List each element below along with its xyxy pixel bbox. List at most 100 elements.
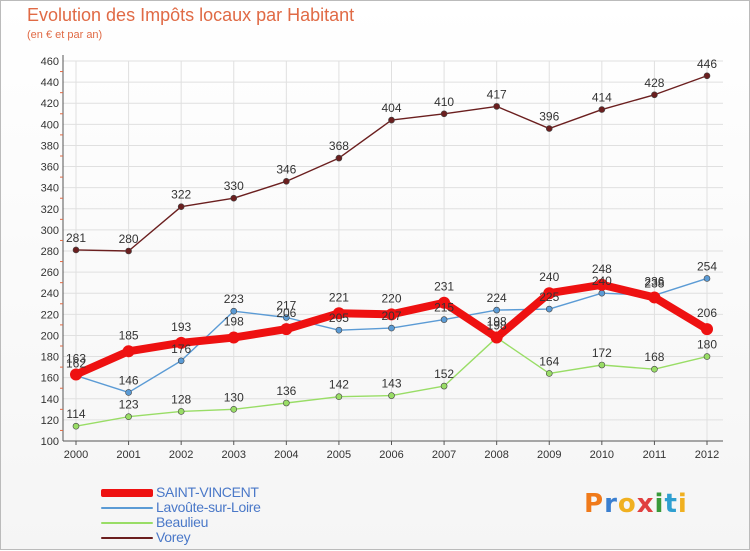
x-tick-label: 2009 bbox=[537, 449, 561, 461]
data-point-saint-vincent bbox=[490, 331, 503, 344]
data-point-vorey bbox=[598, 106, 606, 113]
y-tick-label: 160 bbox=[41, 373, 59, 385]
data-label-lavo-te-sur-loire: 207 bbox=[381, 309, 401, 323]
y-tick-label: 340 bbox=[41, 183, 59, 195]
data-label-beaulieu: 114 bbox=[66, 407, 85, 421]
data-point-lavo-te-sur-loire bbox=[335, 326, 343, 334]
y-tick-label: 140 bbox=[41, 394, 59, 406]
data-point-lavo-te-sur-loire bbox=[703, 275, 711, 282]
data-label-vorey: 414 bbox=[592, 91, 612, 105]
data-point-saint-vincent bbox=[227, 331, 240, 344]
legend-swatch bbox=[101, 489, 153, 497]
data-point-vorey bbox=[177, 203, 185, 210]
data-point-beaulieu bbox=[230, 406, 238, 413]
data-label-saint-vincent: 236 bbox=[644, 274, 664, 288]
data-point-saint-vincent bbox=[280, 323, 293, 336]
x-tick-label: 2003 bbox=[222, 449, 246, 461]
data-label-beaulieu: 142 bbox=[329, 378, 349, 392]
data-point-vorey bbox=[440, 110, 448, 118]
data-label-saint-vincent: 206 bbox=[697, 306, 717, 320]
data-label-lavo-te-sur-loire: 225 bbox=[539, 290, 559, 304]
y-tick-label: 380 bbox=[41, 140, 59, 152]
data-label-vorey: 417 bbox=[487, 87, 507, 101]
data-point-saint-vincent bbox=[701, 323, 713, 336]
data-point-beaulieu bbox=[388, 392, 395, 399]
chart-subtitle: (en € et par an) bbox=[27, 29, 103, 41]
data-point-saint-vincent bbox=[70, 368, 82, 381]
data-label-saint-vincent: 193 bbox=[171, 320, 191, 334]
logo-letter: P bbox=[584, 489, 605, 519]
data-point-beaulieu bbox=[598, 361, 606, 369]
data-point-beaulieu bbox=[177, 408, 185, 415]
data-label-beaulieu: 168 bbox=[644, 350, 664, 364]
data-point-beaulieu bbox=[72, 422, 80, 430]
data-point-lavo-te-sur-loire bbox=[388, 324, 395, 332]
data-point-vorey bbox=[388, 116, 395, 124]
legend-swatch bbox=[101, 522, 153, 524]
data-point-vorey bbox=[545, 125, 553, 132]
data-label-vorey: 396 bbox=[539, 110, 559, 124]
data-point-vorey bbox=[703, 72, 711, 80]
y-tick-label: 120 bbox=[41, 415, 59, 427]
data-label-saint-vincent: 198 bbox=[224, 315, 244, 329]
data-label-vorey: 322 bbox=[171, 188, 191, 202]
logo-letter: o bbox=[617, 489, 637, 519]
y-tick-label: 460 bbox=[41, 56, 59, 68]
data-point-saint-vincent bbox=[385, 308, 398, 321]
x-tick-label: 2011 bbox=[643, 449, 667, 461]
data-label-saint-vincent: 206 bbox=[276, 306, 296, 320]
x-tick-label: 2002 bbox=[169, 449, 193, 461]
series bbox=[70, 72, 713, 430]
data-point-lavo-te-sur-loire bbox=[177, 357, 185, 365]
data-point-lavo-te-sur-loire bbox=[440, 316, 448, 323]
legend-swatch bbox=[101, 507, 153, 509]
data-label-beaulieu: 164 bbox=[539, 354, 559, 368]
x-tick-label: 2007 bbox=[432, 449, 456, 461]
y-tick-label: 360 bbox=[41, 162, 59, 174]
data-point-beaulieu bbox=[545, 370, 553, 377]
data-label-vorey: 446 bbox=[697, 57, 717, 71]
data-label-vorey: 368 bbox=[329, 139, 349, 153]
proxiti-logo: Proxiti bbox=[584, 489, 688, 519]
data-point-saint-vincent bbox=[175, 336, 188, 349]
y-tick-label: 100 bbox=[41, 436, 59, 448]
x-tick-label: 2001 bbox=[116, 449, 140, 461]
data-label-saint-vincent: 163 bbox=[66, 352, 86, 366]
y-tick-label: 300 bbox=[41, 225, 59, 237]
data-label-vorey: 404 bbox=[381, 101, 401, 115]
legend-label: SAINT-VINCENT bbox=[156, 484, 259, 500]
logo-letter: i bbox=[677, 489, 688, 519]
data-label-beaulieu: 143 bbox=[381, 377, 401, 391]
y-tick-label: 220 bbox=[41, 309, 59, 321]
data-label-beaulieu: 198 bbox=[487, 319, 507, 333]
data-label-beaulieu: 152 bbox=[434, 367, 454, 381]
data-point-lavo-te-sur-loire bbox=[493, 306, 500, 314]
logo-letter: t bbox=[664, 489, 678, 519]
data-label-lavo-te-sur-loire: 217 bbox=[276, 299, 296, 313]
logo-letter: x bbox=[636, 489, 655, 519]
data-point-saint-vincent bbox=[648, 291, 661, 304]
data-point-vorey bbox=[493, 103, 500, 110]
data-point-beaulieu bbox=[125, 413, 132, 421]
data-point-lavo-te-sur-loire bbox=[125, 389, 132, 396]
data-label-saint-vincent: 221 bbox=[329, 290, 349, 304]
data-point-vorey bbox=[125, 247, 132, 255]
data-point-saint-vincent bbox=[122, 345, 135, 358]
y-tick-label: 320 bbox=[41, 204, 59, 216]
data-point-vorey bbox=[72, 246, 80, 254]
data-point-lavo-te-sur-loire bbox=[598, 289, 606, 297]
data-point-beaulieu bbox=[335, 393, 343, 400]
data-point-lavo-te-sur-loire bbox=[230, 307, 238, 315]
x-tick-label: 2010 bbox=[590, 449, 614, 461]
x-tick-label: 2012 bbox=[695, 449, 719, 461]
data-point-saint-vincent bbox=[595, 278, 608, 291]
x-tick-label: 2006 bbox=[379, 449, 403, 461]
x-tick-label: 2008 bbox=[484, 449, 508, 461]
data-label-beaulieu: 130 bbox=[224, 390, 244, 404]
data-label-beaulieu: 128 bbox=[171, 392, 191, 406]
data-label-lavo-te-sur-loire: 224 bbox=[487, 291, 507, 305]
data-label-lavo-te-sur-loire: 223 bbox=[224, 292, 244, 306]
data-point-vorey bbox=[651, 91, 658, 99]
data-point-beaulieu bbox=[703, 353, 711, 360]
y-tick-label: 180 bbox=[41, 352, 59, 364]
